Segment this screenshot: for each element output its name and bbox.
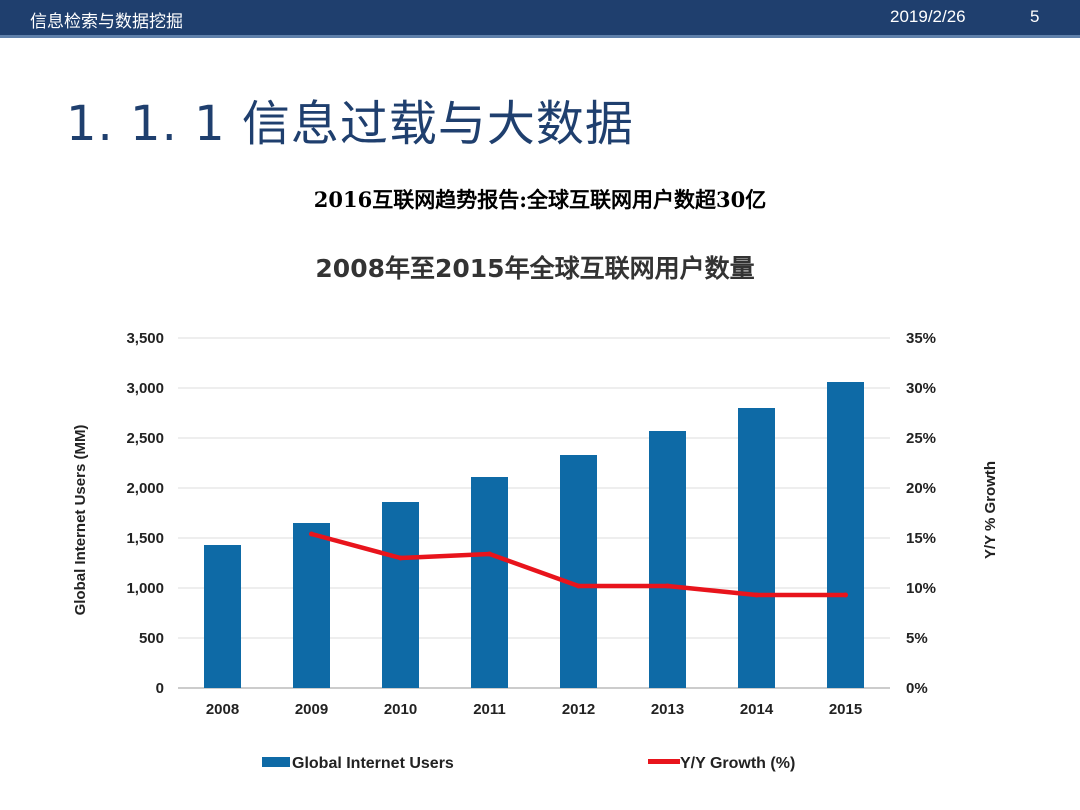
y2-tick-label: 10% [906, 580, 936, 597]
growth-point [576, 583, 581, 589]
y2-tick-label: 35% [906, 330, 936, 347]
x-tick-label: 2012 [562, 701, 595, 718]
y-tick-label: 3,000 [126, 380, 164, 397]
bar-2013 [649, 431, 686, 688]
bar-2008 [204, 545, 241, 688]
bar-2011 [471, 477, 508, 688]
bar-2012 [560, 455, 597, 688]
growth-series [309, 531, 848, 598]
y-tick-label: 3,500 [126, 330, 164, 347]
header-bar: 信息检索与数据挖掘 2019/2/26 5 [0, 0, 1080, 38]
x-tick-label: 2013 [651, 701, 684, 718]
course-title: 信息检索与数据挖掘 [30, 12, 183, 32]
bar-2015 [827, 382, 864, 688]
legend-bar-label: Global Internet Users [292, 755, 454, 772]
growth-point [309, 531, 314, 537]
bar-series [204, 382, 864, 688]
legend: Global Internet Users Y/Y Growth (%) [262, 755, 795, 772]
y2-tick-label: 20% [906, 480, 936, 497]
legend-line-swatch [648, 759, 680, 764]
y-tick-label: 2,000 [126, 480, 164, 497]
bar-2014 [738, 408, 775, 688]
y-tick-label: 2,500 [126, 430, 164, 447]
legend-line-label: Y/Y Growth (%) [680, 755, 795, 772]
y2-tick-label: 0% [906, 680, 928, 697]
y2-tick-label: 30% [906, 380, 936, 397]
x-tick-label: 2011 [473, 701, 506, 718]
y-tick-label: 1,500 [126, 530, 164, 547]
bar-2010 [382, 502, 419, 688]
x-tick-label: 2010 [384, 701, 417, 718]
growth-point [487, 551, 492, 557]
slide-title: 1. 1. 1 信息过载与大数据 [66, 96, 634, 152]
growth-point [665, 583, 670, 589]
x-tick-label: 2015 [829, 701, 862, 718]
y-tick-label: 1,000 [126, 580, 164, 597]
x-tick-label: 2008 [206, 701, 239, 718]
x-tick-label: 2014 [740, 701, 774, 718]
legend-bar-swatch [262, 757, 290, 767]
y2-tick-label: 25% [906, 430, 936, 447]
y-axis-label: Global Internet Users (MM) [72, 425, 89, 616]
y2-tick-label: 15% [906, 530, 936, 547]
page-number: 5 [1030, 7, 1040, 26]
y-tick-label: 0 [156, 680, 164, 697]
slide-date: 2019/2/26 [890, 7, 966, 26]
axis-ticks: 0 0% 500 5% 1,000 10% 1,500 15% 2,000 20% 2,500 25%… [126, 330, 936, 718]
y-tick-label: 500 [139, 630, 164, 647]
slide-subtitle: 2016互联网趋势报告:全球互联网用户数超30亿 [313, 187, 767, 212]
chart-title: 2008年至2015年全球互联网用户数量 [315, 254, 754, 283]
x-tick-label: 2009 [295, 701, 328, 718]
y2-axis-label: Y/Y % Growth [982, 461, 999, 559]
gridlines [178, 337, 890, 689]
bar-2009 [293, 523, 330, 688]
growth-point [754, 592, 759, 598]
growth-point [398, 555, 403, 561]
y2-tick-label: 5% [906, 630, 928, 647]
growth-point [843, 592, 848, 598]
